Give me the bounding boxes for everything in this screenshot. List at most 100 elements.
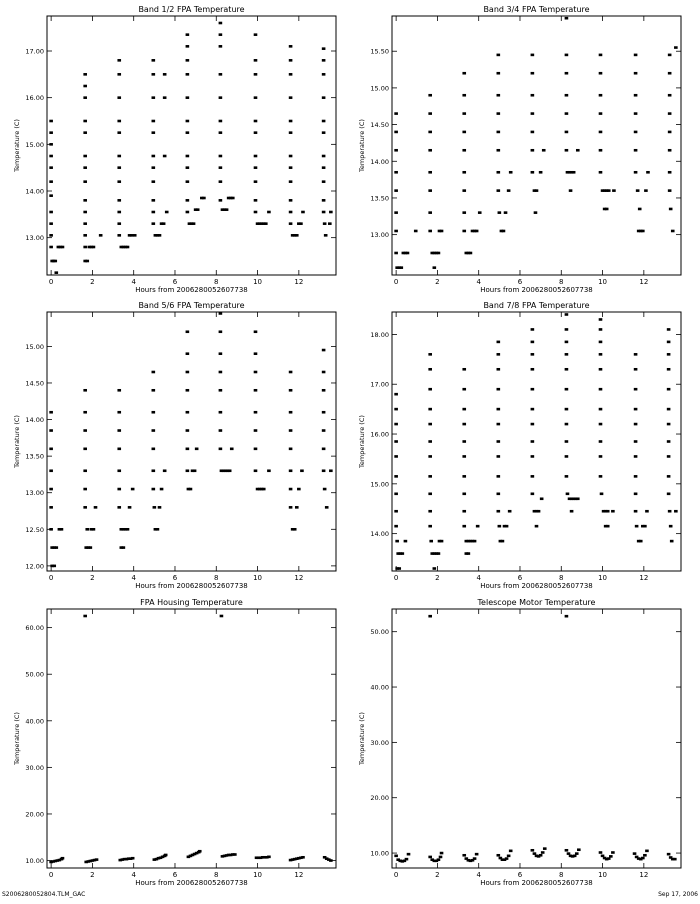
- x-tick-label: 12: [294, 574, 303, 582]
- data-point: [267, 469, 271, 473]
- data-point: [394, 524, 398, 528]
- data-point: [185, 352, 190, 356]
- data-point: [633, 53, 638, 57]
- data-point: [633, 71, 638, 75]
- data-point: [438, 855, 443, 859]
- data-point: [218, 370, 223, 374]
- data-point: [468, 859, 473, 863]
- data-point: [641, 856, 645, 860]
- data-point: [52, 564, 57, 568]
- data-point: [83, 73, 87, 76]
- data-point: [83, 410, 87, 414]
- data-point: [564, 367, 569, 371]
- data-point: [674, 46, 678, 49]
- data-point: [117, 410, 122, 414]
- data-point: [288, 73, 293, 76]
- data-point: [466, 251, 471, 255]
- data-point: [666, 367, 671, 371]
- data-point: [49, 469, 53, 473]
- y-tick-label: 15.00: [370, 84, 389, 92]
- data-point: [121, 546, 126, 549]
- data-point: [428, 475, 432, 478]
- plot-frame: [46, 608, 337, 869]
- data-point: [667, 189, 672, 192]
- data-point: [633, 367, 638, 371]
- data-point: [598, 318, 603, 321]
- data-point: [155, 234, 160, 237]
- data-point: [253, 59, 258, 62]
- data-point: [185, 59, 190, 62]
- data-point: [190, 469, 195, 473]
- data-point: [571, 497, 576, 501]
- data-point: [428, 170, 432, 174]
- data-point: [219, 614, 224, 618]
- x-axis-label: Hours from 2006280052607738: [135, 286, 248, 294]
- data-point: [496, 170, 501, 174]
- data-point: [152, 858, 157, 861]
- data-point: [394, 251, 398, 255]
- data-point: [474, 229, 479, 233]
- data-point: [530, 130, 535, 134]
- data-point: [638, 229, 643, 233]
- data-point: [49, 429, 53, 432]
- data-point: [470, 229, 475, 233]
- data-point: [151, 73, 156, 76]
- data-point: [53, 859, 58, 863]
- data-point: [124, 857, 129, 861]
- data-point: [428, 353, 432, 356]
- data-point: [472, 539, 477, 543]
- data-point: [462, 189, 467, 192]
- data-point: [321, 469, 326, 473]
- data-point: [322, 487, 327, 491]
- data-point: [500, 858, 505, 861]
- data-point: [636, 857, 641, 860]
- data-point: [534, 854, 539, 858]
- data-point: [394, 440, 398, 443]
- data-point: [90, 859, 95, 862]
- data-point: [161, 222, 166, 225]
- data-point: [530, 492, 535, 496]
- data-point: [474, 852, 479, 856]
- data-point: [294, 506, 299, 509]
- data-point: [644, 189, 648, 192]
- data-point: [253, 119, 258, 123]
- data-point: [667, 148, 672, 152]
- data-point: [202, 196, 206, 200]
- data-point: [288, 59, 293, 62]
- data-point: [436, 858, 441, 861]
- x-tick-label: 0: [394, 871, 398, 879]
- data-point: [264, 222, 268, 225]
- data-point: [288, 119, 293, 123]
- data-point: [428, 407, 432, 411]
- data-point: [225, 469, 230, 473]
- data-point: [462, 492, 467, 496]
- data-point: [428, 509, 432, 513]
- data-point: [530, 353, 535, 356]
- data-point: [321, 131, 326, 134]
- data-point: [496, 71, 501, 75]
- data-point: [185, 73, 190, 76]
- data-point: [530, 848, 535, 852]
- data-point: [598, 422, 603, 426]
- data-point: [288, 370, 293, 374]
- data-point: [321, 388, 326, 392]
- data-point: [437, 229, 442, 233]
- data-point: [462, 211, 467, 214]
- data-point: [667, 509, 672, 513]
- data-point: [328, 222, 332, 225]
- data-point: [466, 552, 471, 555]
- data-point: [645, 509, 649, 513]
- data-point: [218, 180, 223, 183]
- x-tick-label: 2: [90, 278, 94, 286]
- y-tick-label: 14.00: [370, 530, 389, 538]
- data-point: [643, 524, 647, 528]
- data-point: [636, 539, 641, 543]
- y-tick-label: 13.00: [25, 234, 44, 242]
- data-point: [536, 509, 541, 513]
- data-point: [85, 259, 90, 263]
- data-point: [462, 112, 467, 115]
- data-point: [321, 47, 326, 50]
- data-point: [189, 222, 194, 225]
- data-point: [633, 387, 638, 391]
- data-point: [564, 387, 569, 391]
